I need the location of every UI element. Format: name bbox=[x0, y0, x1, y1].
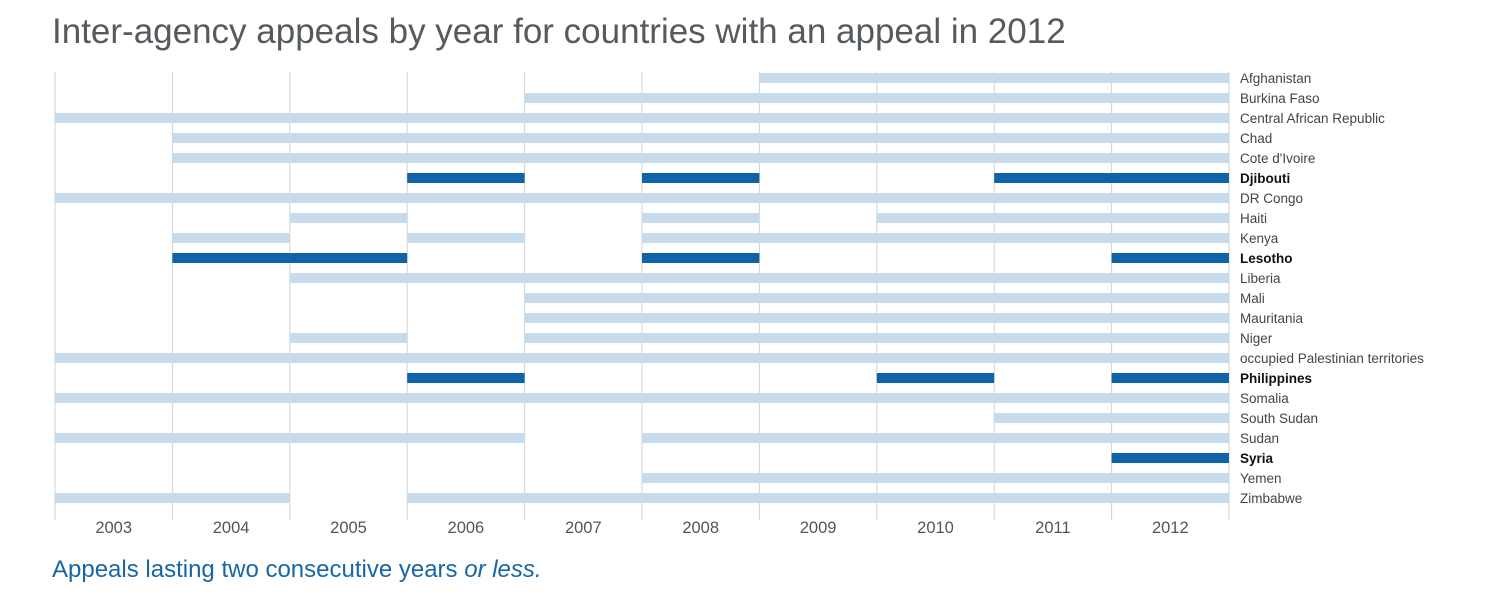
country-label: Niger bbox=[1240, 331, 1273, 346]
country-label: occupied Palestinian territories bbox=[1240, 351, 1424, 366]
country-labels: Afghanistan Burkina Faso Central African R… bbox=[1240, 71, 1424, 506]
appeal-bar bbox=[642, 213, 760, 223]
appeal-bar bbox=[172, 253, 408, 263]
appeal-bar bbox=[55, 193, 1229, 203]
year-tick-label: 2007 bbox=[565, 519, 602, 537]
appeal-bar bbox=[524, 293, 1229, 303]
caption-text: Appeals lasting two consecutive years bbox=[52, 556, 465, 583]
appeal-bar bbox=[172, 153, 1229, 163]
country-label: Burkina Faso bbox=[1240, 91, 1320, 106]
appeal-bars bbox=[55, 73, 1229, 503]
appeal-bar bbox=[55, 113, 1229, 123]
year-tick-label: 2005 bbox=[330, 519, 367, 537]
country-label: Yemen bbox=[1240, 471, 1282, 486]
year-tick-label: 2011 bbox=[1035, 519, 1070, 537]
appeal-bar bbox=[172, 133, 1229, 143]
appeal-bar bbox=[524, 313, 1229, 323]
country-label: Somalia bbox=[1240, 391, 1289, 406]
appeal-bar bbox=[524, 93, 1229, 103]
country-label: DR Congo bbox=[1240, 191, 1303, 206]
appeal-bar bbox=[994, 413, 1229, 423]
appeal-bar bbox=[289, 213, 408, 223]
appeal-bar bbox=[642, 433, 1229, 443]
appeal-bar bbox=[55, 433, 525, 443]
year-axis: 2003 2004 2005 2006 2007 2008 2009 2010 2011 2012 bbox=[95, 519, 1188, 537]
year-tick-label: 2004 bbox=[213, 519, 250, 537]
appeal-bar bbox=[55, 353, 1229, 363]
country-label: Philippines bbox=[1240, 371, 1312, 386]
country-label: Djibouti bbox=[1240, 171, 1290, 186]
country-label: Liberia bbox=[1240, 271, 1281, 286]
country-label: Central African Republic bbox=[1240, 111, 1385, 126]
appeal-bar bbox=[524, 333, 1229, 343]
appeal-bar bbox=[1111, 253, 1229, 263]
year-tick-label: 2012 bbox=[1152, 519, 1189, 537]
year-tick-label: 2009 bbox=[800, 519, 837, 537]
country-label: Zimbabwe bbox=[1240, 491, 1302, 506]
appeal-bar bbox=[289, 333, 408, 343]
year-tick-label: 2010 bbox=[917, 519, 954, 537]
country-label: Syria bbox=[1240, 451, 1274, 466]
year-tick-label: 2006 bbox=[448, 519, 485, 537]
year-tick-label: 2008 bbox=[682, 519, 719, 537]
country-label: Haiti bbox=[1240, 211, 1267, 226]
appeal-bar bbox=[172, 233, 290, 243]
country-label: Mali bbox=[1240, 291, 1265, 306]
appeal-bar bbox=[994, 173, 1229, 183]
appeal-bar bbox=[876, 213, 1229, 223]
appeal-bar bbox=[642, 173, 760, 183]
chart-area: Afghanistan Burkina Faso Central African R… bbox=[54, 71, 1424, 537]
appeal-bar bbox=[55, 493, 290, 503]
appeal-bar bbox=[55, 393, 1229, 403]
appeal-bar bbox=[759, 73, 1229, 83]
chart-caption: Appeals lasting two consecutive years or… bbox=[52, 556, 542, 584]
country-label: Cote d'Ivoire bbox=[1240, 151, 1315, 166]
appeal-bar bbox=[1111, 453, 1229, 463]
appeal-bar bbox=[642, 233, 1229, 243]
country-label: Kenya bbox=[1240, 231, 1279, 246]
country-label: Lesotho bbox=[1240, 251, 1293, 266]
year-tick-label: 2003 bbox=[95, 519, 132, 537]
country-label: Chad bbox=[1240, 131, 1272, 146]
appeal-bar bbox=[407, 173, 525, 183]
appeal-bar bbox=[642, 473, 1229, 483]
appeal-bar bbox=[407, 493, 1229, 503]
country-label: Sudan bbox=[1240, 431, 1279, 446]
chart-title: Inter-agency appeals by year for countri… bbox=[52, 12, 1066, 51]
country-label: Afghanistan bbox=[1240, 71, 1311, 86]
appeal-bar bbox=[407, 233, 525, 243]
country-label: South Sudan bbox=[1240, 411, 1318, 426]
appeal-bar bbox=[407, 373, 525, 383]
appeal-bar bbox=[1111, 373, 1229, 383]
country-label: Mauritania bbox=[1240, 311, 1304, 326]
appeal-bar bbox=[289, 273, 1229, 283]
caption-emphasis: or less. bbox=[464, 556, 542, 583]
appeal-bar bbox=[876, 373, 995, 383]
appeal-bar bbox=[642, 253, 760, 263]
